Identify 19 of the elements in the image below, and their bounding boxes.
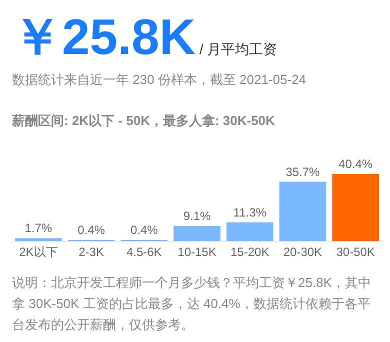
data-label: 0.4% xyxy=(130,223,158,237)
x-tick-label: 10-15K xyxy=(178,245,216,259)
x-tick-label: 2-3K xyxy=(78,245,104,259)
data-label: 11.3% xyxy=(233,205,267,220)
annotation: 薪酬区间: 2K以下 - 50K，最多人拿: 30K-50K xyxy=(12,112,275,130)
title: ￥25.8K xyxy=(12,9,196,65)
data-label: 40.4% xyxy=(338,157,373,171)
x-tick-label: 2K以下 xyxy=(19,245,58,259)
x-tick-label: 20-30K xyxy=(283,245,322,259)
data-label: 1.7% xyxy=(24,221,52,236)
subtitle: / 月平均工资 xyxy=(199,41,278,57)
data-label: 0.4% xyxy=(78,223,106,237)
x-tick-label: 4.5-6K xyxy=(126,245,162,259)
data-label: 35.7% xyxy=(286,164,320,179)
x-tick-label: 15-20K xyxy=(230,245,270,259)
annotation: 数据统计来自近一年 230 份样本，截至 2021-05-24 xyxy=(12,71,306,89)
x-tick-label: 30-50K xyxy=(336,245,375,259)
data-label: 9.1% xyxy=(183,208,211,223)
annotation: 说明：北京开发工程师一个月多少钱？平均工资￥25.8K，其中拿 30K-50K 工资的占比最多，达 40.4%，数据统计依赖于各平台发布的公开薪酬，仅供参考。 xyxy=(12,274,372,334)
